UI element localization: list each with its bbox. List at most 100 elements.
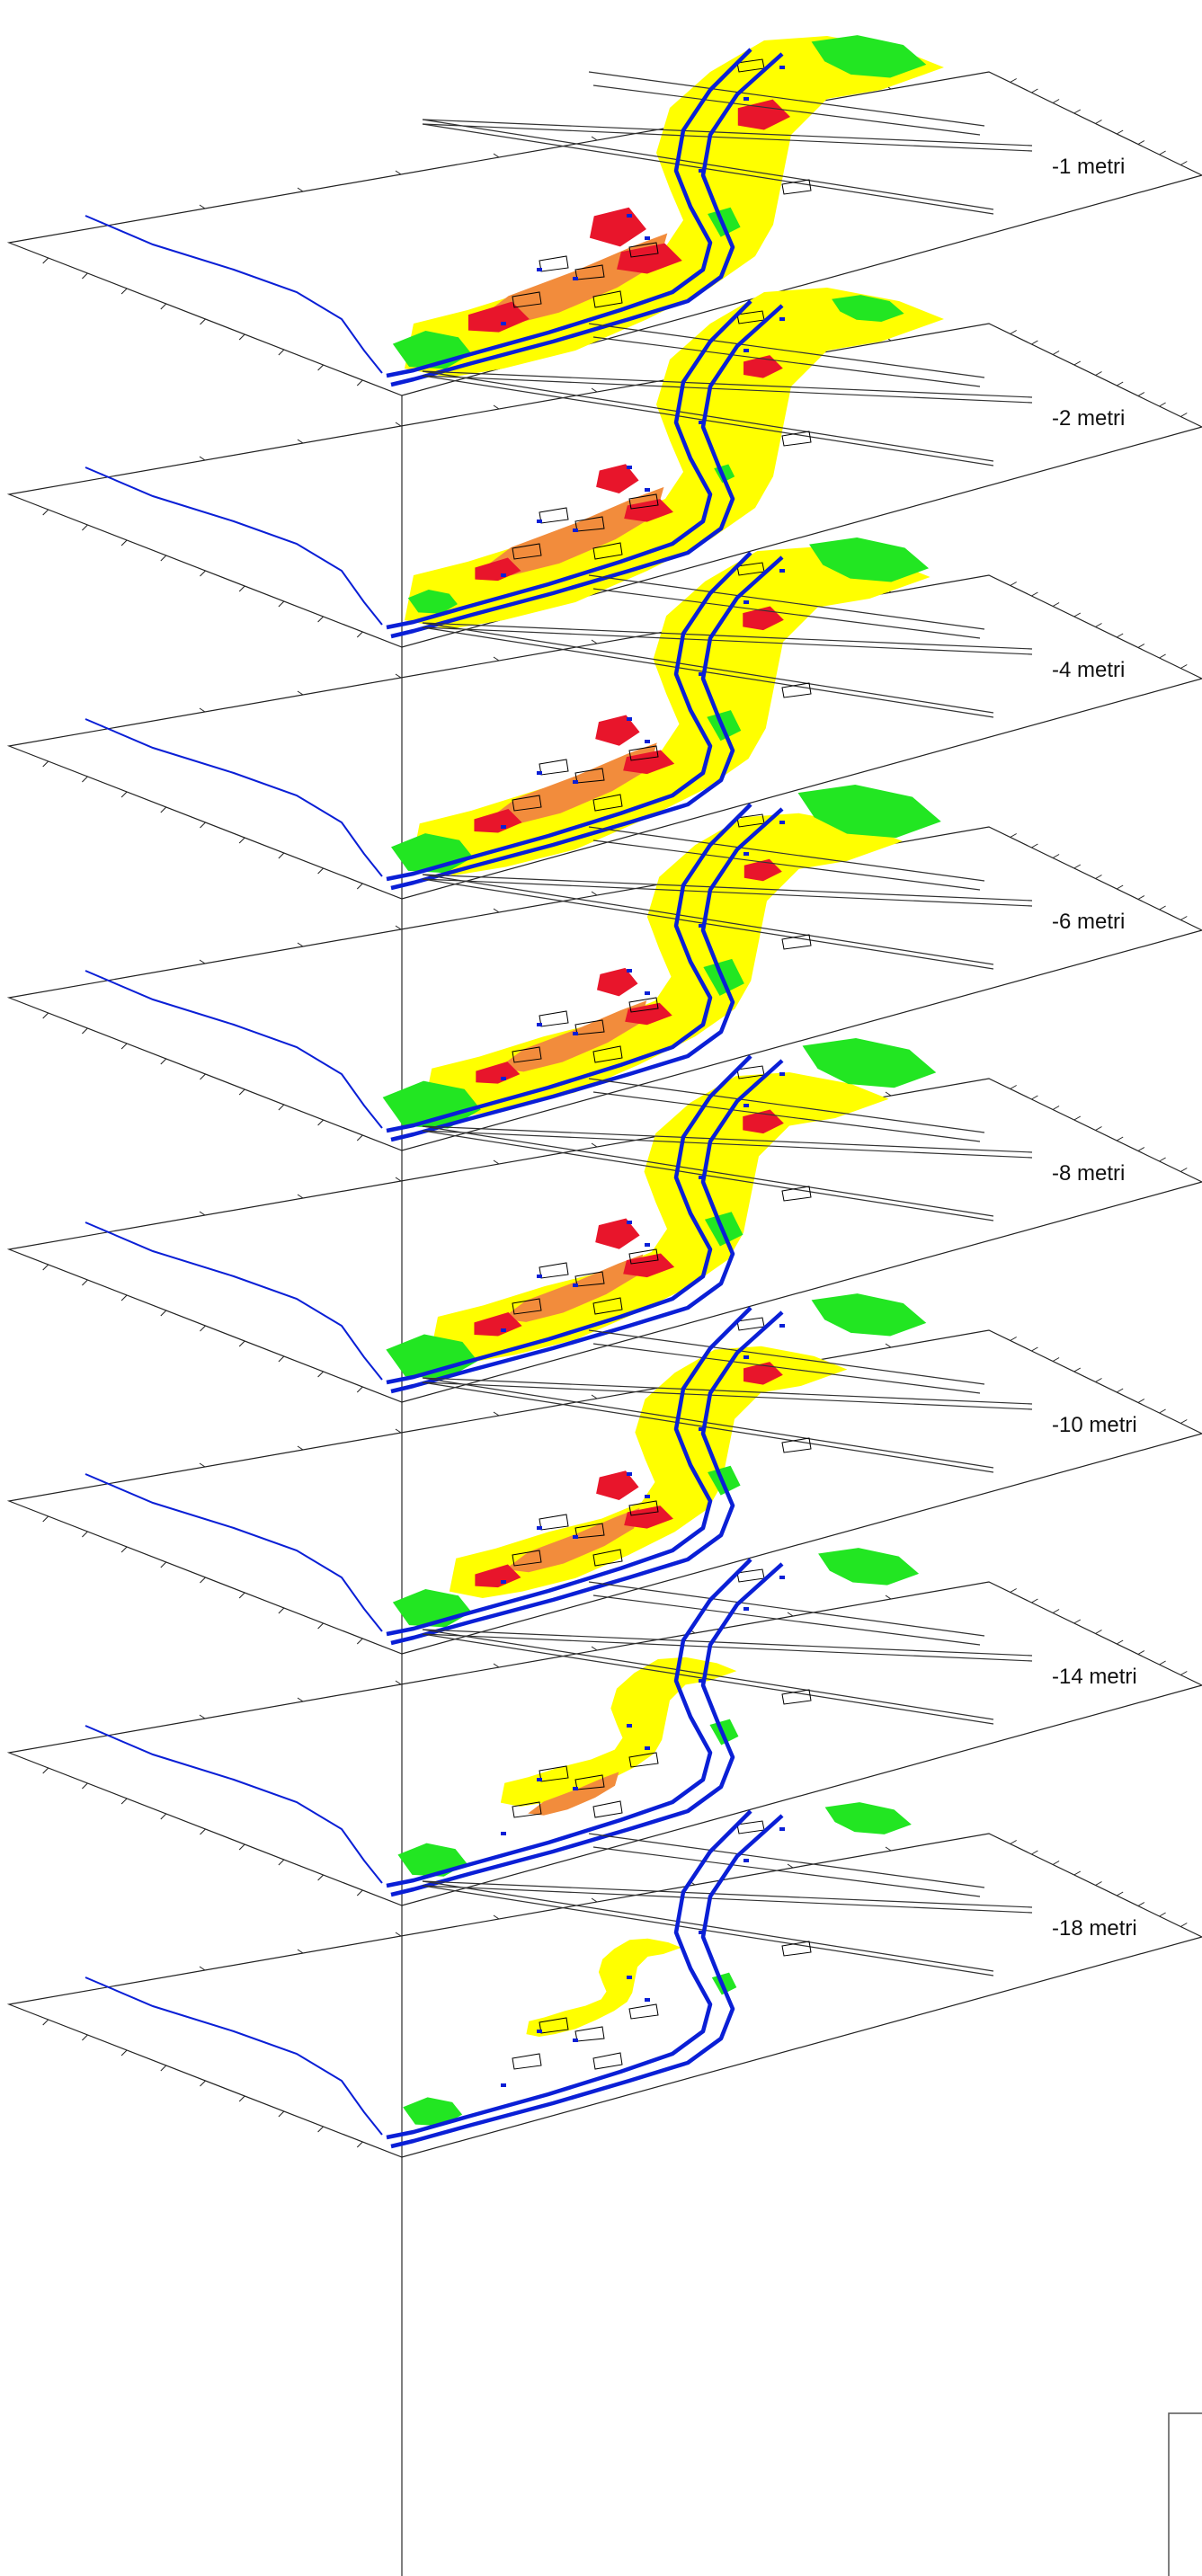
road-line: [592, 588, 981, 639]
well-marker: [699, 1679, 704, 1683]
building-outline: [781, 682, 812, 698]
zone-red: [623, 1253, 675, 1278]
well-marker: [743, 1104, 749, 1107]
road-line: [592, 84, 981, 136]
road-line: [588, 1078, 985, 1133]
building-outline: [592, 1045, 623, 1063]
building-outline: [574, 1523, 605, 1539]
depth-label: -18 metri: [1052, 1916, 1137, 1941]
building-outline: [512, 1298, 542, 1315]
road-line: [588, 1581, 985, 1637]
well-marker: [537, 2030, 542, 2033]
building-outline: [628, 242, 659, 258]
well-marker: [645, 236, 650, 240]
well-marker: [501, 1580, 506, 1584]
zone-green: [832, 295, 904, 323]
zone-red: [743, 1362, 783, 1385]
zone-red: [475, 1564, 521, 1588]
road-line: [588, 1329, 985, 1385]
building-outline: [512, 1046, 542, 1063]
well-marker: [501, 1832, 506, 1835]
building-outline: [628, 2003, 659, 2020]
well-marker: [501, 825, 506, 829]
building-outline: [592, 290, 623, 308]
zone-yellow: [526, 1938, 681, 2037]
zone-orange: [505, 1507, 640, 1573]
building-outline: [539, 1010, 569, 1027]
coast-line: [85, 1976, 383, 2136]
well-marker: [779, 1324, 785, 1328]
river-bank-right: [390, 1814, 784, 2149]
road-line: [592, 1091, 981, 1142]
road-line: [422, 1885, 994, 1976]
building-outline: [574, 2026, 605, 2042]
zone-green: [386, 1334, 478, 1379]
road-line: [422, 375, 994, 466]
layer-plane: [6, 71, 1202, 396]
building-outline: [512, 1550, 542, 1567]
zone-red: [597, 967, 638, 997]
road-line: [422, 123, 994, 215]
corner-frame: [1168, 2412, 1202, 2576]
depth-label: -4 metri: [1052, 658, 1126, 682]
building-outline: [574, 264, 605, 280]
depth-label: -1 metri: [1052, 155, 1126, 179]
well-marker: [779, 66, 785, 69]
building-outline: [628, 1500, 659, 1516]
well-marker: [699, 924, 704, 928]
road-line: [422, 375, 1033, 404]
river-bank-right: [390, 807, 784, 1142]
river-bank-right: [390, 304, 784, 639]
well-marker: [627, 466, 632, 469]
well-marker: [699, 1176, 704, 1179]
road-line: [422, 1880, 994, 1972]
road-line: [422, 622, 994, 714]
road-line: [422, 370, 1033, 398]
zone-yellow: [500, 1657, 737, 1807]
zone-yellow: [430, 1072, 889, 1363]
building-outline: [781, 1941, 812, 1957]
well-marker: [699, 1931, 704, 1934]
zone-red: [625, 1002, 672, 1026]
river-bank-right: [390, 1562, 784, 1897]
road-line: [422, 874, 1033, 902]
road-line: [592, 1846, 981, 1897]
river-bank-left: [386, 803, 752, 1133]
road-line: [588, 71, 985, 127]
building-outline: [592, 1549, 623, 1567]
zone-red: [743, 355, 783, 378]
coast-line: [85, 1221, 383, 1381]
well-marker: [645, 1243, 650, 1247]
depth-label: -14 metri: [1052, 1665, 1137, 1689]
well-marker: [501, 322, 506, 325]
road-line: [422, 1885, 1033, 1914]
zone-green: [397, 1843, 467, 1877]
depth-label: -8 metri: [1052, 1161, 1126, 1186]
well-marker: [501, 2083, 506, 2087]
zone-red: [737, 99, 790, 130]
zone-green: [797, 785, 941, 839]
coast-line: [85, 1473, 383, 1632]
layer-plane: [6, 1581, 1202, 1906]
well-marker: [645, 1746, 650, 1750]
depth-layer: [6, 288, 1202, 648]
road-line: [588, 1833, 985, 1888]
plane-ticks: [42, 1588, 1188, 1896]
road-line: [422, 1880, 1033, 1908]
well-marker: [645, 991, 650, 995]
plane-ticks: [42, 1337, 1188, 1645]
road-line: [422, 626, 994, 718]
zone-red: [743, 858, 782, 882]
building-outline: [628, 493, 659, 510]
road-line: [422, 1381, 1033, 1410]
well-marker: [779, 1827, 785, 1831]
road-line: [422, 1125, 994, 1217]
zone-orange: [486, 742, 657, 825]
building-outline: [512, 543, 542, 560]
zone-red: [623, 750, 675, 775]
building-outline: [592, 1800, 623, 1818]
road-line: [588, 826, 985, 882]
depth-layer: [6, 785, 1202, 1151]
zone-orange: [528, 1772, 619, 1816]
